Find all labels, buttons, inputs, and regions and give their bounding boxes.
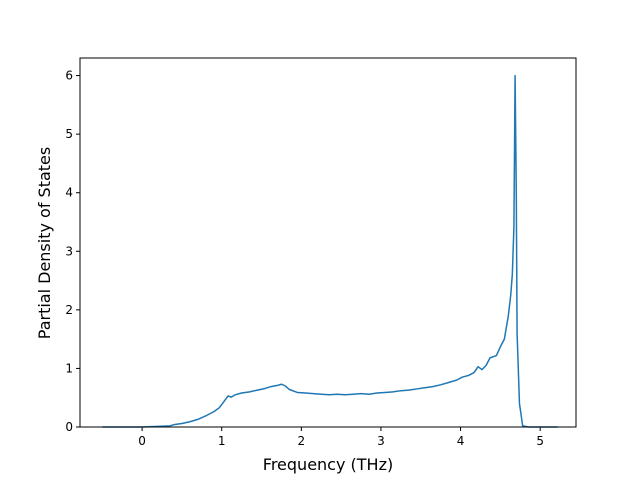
y-axis-label: Partial Density of States (35, 147, 54, 339)
pdos-series-line (102, 74, 558, 428)
x-tick-label: 5 (536, 434, 544, 448)
x-axis-ticks: 0 1 2 3 4 5 (138, 427, 544, 448)
x-tick-label: 1 (218, 434, 226, 448)
y-tick-label: 2 (65, 303, 73, 317)
y-axis-ticks: 0 1 2 3 4 5 6 (65, 69, 80, 434)
x-tick-label: 2 (298, 434, 306, 448)
plot-frame (79, 57, 577, 428)
y-tick-label: 1 (65, 361, 73, 375)
y-tick-label: 4 (65, 186, 73, 200)
x-tick-label: 3 (377, 434, 385, 448)
x-tick-label: 0 (138, 434, 146, 448)
y-tick-label: 0 (65, 420, 73, 434)
y-tick-label: 6 (65, 69, 73, 83)
y-tick-label: 3 (65, 244, 73, 258)
x-tick-label: 4 (457, 434, 465, 448)
y-tick-label: 5 (65, 127, 73, 141)
x-axis-label: Frequency (THz) (263, 455, 393, 474)
